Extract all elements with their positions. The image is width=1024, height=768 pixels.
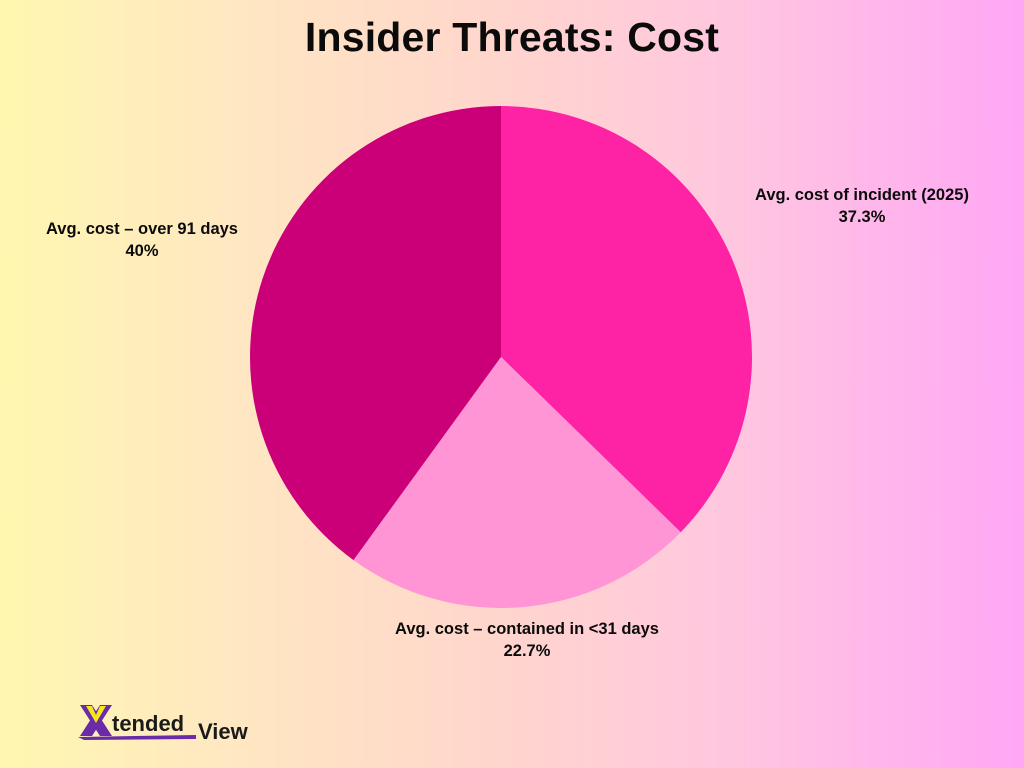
slice-label-value: 22.7% bbox=[503, 642, 551, 660]
slice-label-value: 40% bbox=[125, 242, 159, 260]
slice-label-value: 37.3% bbox=[838, 208, 886, 226]
pie-slice-over-91-days bbox=[249, 106, 501, 561]
chart-title: Insider Threats: Cost bbox=[304, 14, 720, 60]
slice-label-name: Avg. cost of incident (2025) bbox=[755, 186, 969, 204]
logo-v-notch bbox=[86, 706, 106, 723]
slice-label-incident-2025: Avg. cost of incident (2025) 37.3% bbox=[731, 184, 993, 228]
logo-text-tail: View bbox=[198, 719, 249, 744]
logo-underline bbox=[78, 735, 196, 740]
logo-graphic: tended View bbox=[78, 705, 249, 744]
logo-text-main: tended bbox=[112, 711, 184, 736]
slice-label-name: Avg. cost – over 91 days bbox=[46, 220, 238, 238]
xtendedview-logo: tended View bbox=[78, 703, 268, 745]
slice-label-name: Avg. cost – contained in <31 days bbox=[395, 620, 659, 638]
slice-label-over-91-days: Avg. cost – over 91 days 40% bbox=[22, 218, 262, 262]
slice-label-contained-31-days: Avg. cost – contained in <31 days 22.7% bbox=[362, 618, 692, 662]
pie-slice-contained-31-days bbox=[353, 357, 681, 608]
pie-slice-incident-2025 bbox=[501, 106, 752, 533]
